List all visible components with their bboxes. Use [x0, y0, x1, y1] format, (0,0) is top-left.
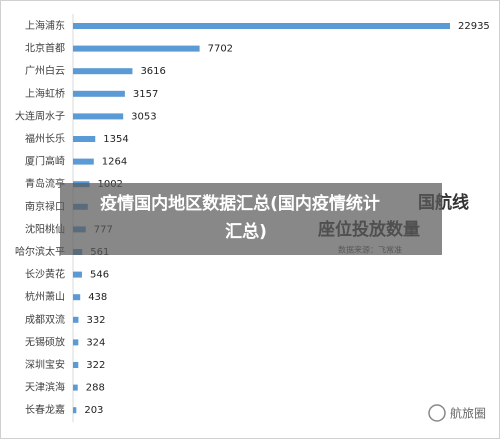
category-label: 深圳宝安 — [25, 358, 65, 371]
category-label: 南京禄口 — [25, 200, 65, 213]
category-label: 广州白云 — [25, 64, 65, 77]
bar — [73, 113, 124, 120]
value-label: 3053 — [131, 111, 156, 122]
value-label: 332 — [86, 315, 105, 326]
category-label: 长沙黄花 — [25, 268, 65, 281]
value-label: 546 — [90, 270, 109, 281]
category-label: 杭州萧山 — [25, 290, 65, 303]
category-label: 福州长乐 — [25, 132, 65, 145]
value-label: 1354 — [103, 134, 128, 145]
bar — [73, 294, 81, 301]
bar — [73, 45, 200, 52]
overlay-line: 汇总) — [225, 221, 267, 242]
value-label: 1264 — [102, 157, 127, 168]
bar — [73, 384, 78, 391]
value-label: 324 — [86, 337, 105, 348]
category-label: 厦门高崎 — [25, 155, 65, 168]
value-label: 288 — [86, 383, 105, 394]
bar — [73, 68, 133, 75]
value-label: 3157 — [133, 89, 158, 100]
category-label: 哈尔滨太平 — [15, 245, 65, 258]
category-label: 无锡硕放 — [25, 335, 65, 348]
bar — [73, 339, 79, 346]
category-label: 天津滨海 — [25, 381, 65, 394]
watermark: 航旅圈 — [450, 406, 486, 421]
bar — [73, 271, 82, 278]
value-label: 322 — [86, 360, 105, 371]
bar — [73, 136, 96, 142]
overlay-band — [60, 183, 442, 255]
overlay-line: 疫情国内地区数据汇总(国内疫情统计 — [100, 193, 380, 214]
watermark-icon — [428, 404, 446, 422]
value-label: 7702 — [208, 44, 233, 55]
bar — [73, 362, 79, 368]
category-label: 上海虹桥 — [25, 87, 65, 100]
bar — [73, 90, 125, 97]
bar — [73, 23, 450, 29]
category-label: 成都双流 — [25, 313, 65, 326]
category-label: 长春龙嘉 — [25, 403, 65, 416]
category-label: 上海浦东 — [25, 19, 65, 32]
value-label: 203 — [84, 405, 103, 416]
value-label: 438 — [88, 292, 107, 303]
category-label: 沈阳桃仙 — [25, 222, 65, 235]
bar — [73, 407, 77, 414]
bar — [73, 316, 79, 323]
value-label: 3616 — [140, 66, 165, 77]
value-label: 22935 — [458, 21, 490, 32]
category-label: 北京首都 — [25, 42, 65, 55]
bar — [73, 158, 94, 165]
category-label: 大连周水子 — [15, 109, 65, 122]
category-label: 青岛流亭 — [25, 177, 65, 190]
